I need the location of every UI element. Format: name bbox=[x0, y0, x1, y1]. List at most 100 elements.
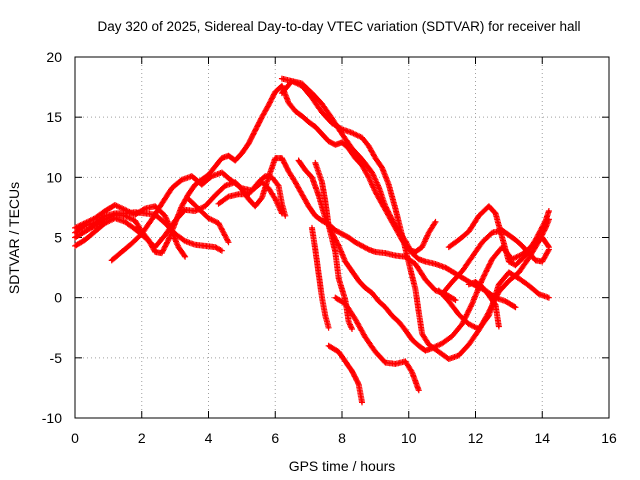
data-point bbox=[103, 209, 107, 213]
x-tick-label: 14 bbox=[534, 430, 550, 446]
data-point bbox=[417, 310, 420, 314]
data-point bbox=[73, 231, 77, 234]
data-point bbox=[133, 227, 137, 231]
series-arc-10 bbox=[295, 157, 552, 354]
data-point bbox=[514, 306, 517, 309]
data-point bbox=[447, 300, 450, 303]
data-point bbox=[387, 183, 390, 186]
data-point bbox=[360, 136, 364, 139]
data-point bbox=[507, 271, 511, 274]
data-point bbox=[487, 294, 491, 297]
data-point bbox=[297, 159, 300, 162]
data-point bbox=[477, 327, 480, 331]
data-point bbox=[350, 327, 354, 331]
series-arc-11 bbox=[312, 159, 355, 332]
data-point bbox=[307, 120, 310, 124]
data-point bbox=[394, 254, 397, 257]
data-point bbox=[350, 369, 354, 373]
data-point bbox=[324, 314, 327, 317]
data-point bbox=[120, 250, 123, 254]
series-arc-16 bbox=[435, 269, 552, 332]
data-point bbox=[417, 389, 420, 392]
data-point bbox=[350, 147, 354, 150]
series-arc-5 bbox=[185, 195, 232, 246]
data-point bbox=[367, 144, 370, 148]
data-point bbox=[247, 197, 250, 201]
data-point bbox=[487, 314, 491, 317]
data-point bbox=[367, 176, 370, 179]
data-point bbox=[374, 350, 377, 353]
data-point bbox=[337, 350, 340, 353]
data-point bbox=[310, 226, 314, 230]
y-tick-label: -10 bbox=[42, 410, 62, 426]
data-point bbox=[424, 260, 427, 263]
data-point bbox=[414, 262, 417, 266]
data-point bbox=[434, 220, 437, 224]
data-point bbox=[300, 193, 304, 196]
data-point bbox=[180, 178, 183, 181]
data-point bbox=[133, 219, 137, 222]
data-point bbox=[227, 154, 230, 157]
data-point bbox=[524, 254, 527, 257]
data-point bbox=[420, 245, 424, 249]
data-point bbox=[183, 208, 187, 211]
data-point bbox=[247, 142, 250, 145]
x-tick-label: 12 bbox=[468, 430, 484, 446]
data-point bbox=[294, 180, 297, 184]
data-point bbox=[447, 245, 450, 249]
data-point bbox=[280, 156, 284, 160]
data-point bbox=[190, 174, 193, 178]
data-point bbox=[204, 244, 207, 248]
data-point bbox=[467, 230, 470, 233]
data-point bbox=[163, 214, 167, 217]
data-point bbox=[227, 241, 230, 244]
data-point bbox=[511, 258, 514, 261]
data-point bbox=[324, 200, 327, 203]
data-point bbox=[547, 296, 551, 299]
data-point bbox=[237, 193, 240, 196]
data-point bbox=[534, 238, 537, 242]
data-point bbox=[220, 249, 224, 252]
data-point bbox=[410, 251, 414, 255]
data-point bbox=[160, 251, 163, 255]
data-point bbox=[450, 335, 454, 338]
data-point bbox=[437, 289, 440, 292]
data-point bbox=[347, 320, 350, 323]
series-arc-7 bbox=[215, 173, 289, 219]
data-point bbox=[407, 261, 410, 264]
data-point bbox=[340, 128, 344, 131]
data-point bbox=[314, 161, 317, 165]
data-point bbox=[274, 156, 277, 160]
data-point bbox=[477, 214, 480, 217]
data-point bbox=[364, 286, 367, 290]
data-point bbox=[280, 77, 284, 80]
data-point bbox=[194, 183, 197, 186]
data-point bbox=[397, 320, 400, 323]
series-arc-12 bbox=[308, 224, 332, 331]
data-point bbox=[247, 193, 250, 196]
data-point bbox=[370, 291, 374, 295]
data-point bbox=[357, 383, 360, 386]
data-point bbox=[454, 298, 457, 302]
data-point bbox=[277, 184, 280, 187]
data-point bbox=[194, 209, 197, 213]
data-point bbox=[173, 221, 177, 225]
data-point bbox=[447, 357, 450, 361]
data-point bbox=[457, 313, 460, 316]
data-point bbox=[544, 219, 547, 222]
x-tick-label: 0 bbox=[71, 430, 79, 446]
data-point bbox=[210, 174, 213, 178]
data-point bbox=[183, 255, 187, 258]
data-point bbox=[437, 350, 440, 353]
data-point bbox=[340, 141, 344, 144]
data-point bbox=[194, 243, 197, 246]
axis-ticks bbox=[74, 56, 610, 419]
data-point bbox=[274, 90, 277, 94]
data-point bbox=[220, 171, 224, 174]
data-point bbox=[537, 292, 541, 296]
data-point bbox=[410, 338, 414, 341]
series-marks bbox=[325, 342, 365, 406]
data-point bbox=[507, 233, 511, 237]
y-tick-label: 10 bbox=[46, 169, 62, 185]
data-point bbox=[541, 260, 544, 263]
